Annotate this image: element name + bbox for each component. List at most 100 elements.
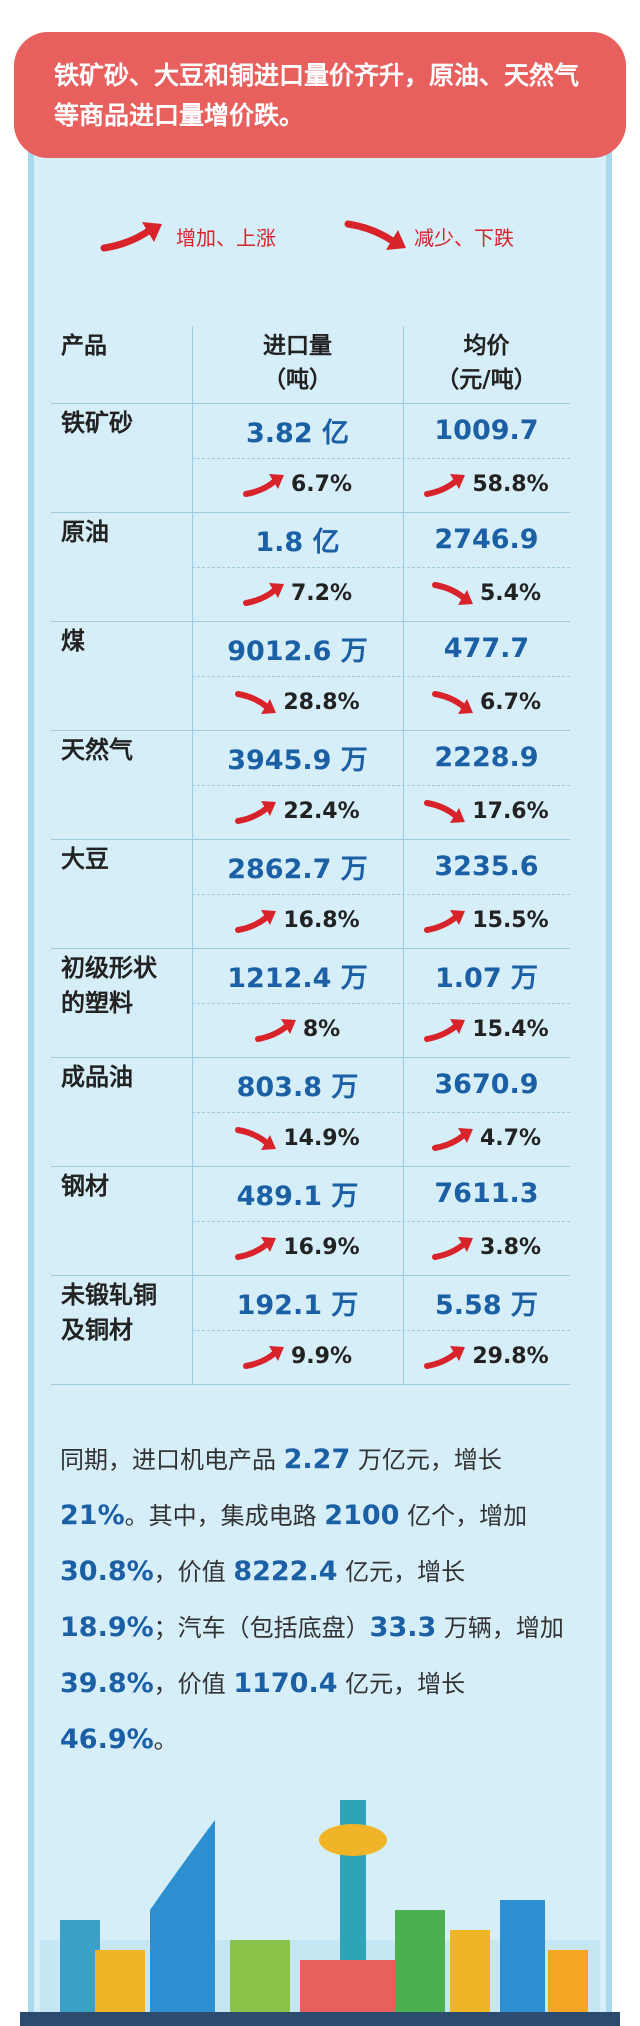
change-text: 17.6% <box>472 799 549 825</box>
trend-arrow <box>235 1126 277 1150</box>
name-line: 未锻轧铜 <box>61 1281 157 1309</box>
price-value: 5.58 万 <box>434 1289 539 1321</box>
volume-value: 1212.4 万 <box>227 962 368 994</box>
down-arrow-icon <box>344 220 406 250</box>
trend-arrow <box>424 473 466 497</box>
highlight: 33.3 <box>369 1612 437 1643</box>
change-text: 6.7% <box>479 690 541 716</box>
trend-arrow <box>424 1345 466 1369</box>
volume-change: 9.9% <box>192 1330 403 1385</box>
trend-arrow <box>254 1018 296 1042</box>
name-line: 煤 <box>61 627 85 655</box>
legend-up: 增加、上涨 <box>176 226 276 250</box>
price-change: 5.4% <box>403 567 570 622</box>
row-divider <box>51 621 570 622</box>
price-change: 3.8% <box>403 1221 570 1276</box>
product-name: 原油 <box>51 512 192 621</box>
row-divider <box>51 1384 570 1385</box>
row-divider <box>51 512 570 513</box>
volume-change: 8% <box>192 1003 403 1058</box>
header-line: （元/吨） <box>436 367 537 393</box>
change-text: 3.8% <box>479 1235 541 1261</box>
sub-divider <box>192 784 570 786</box>
volume-value: 192.1 万 <box>236 1289 359 1321</box>
text-run: 亿元，增长 <box>337 1558 466 1586</box>
price-value: 1009.7 <box>434 414 539 446</box>
up-arrow-icon <box>100 222 162 252</box>
volume-value: 3.82 亿 <box>245 417 350 449</box>
product-name: 大豆 <box>51 839 192 948</box>
highlight: 21% <box>60 1500 125 1531</box>
name-line: 初级形状 <box>61 954 157 982</box>
name-line: 钢材 <box>61 1172 109 1200</box>
price-change: 17.6% <box>403 785 570 840</box>
row-divider <box>51 948 570 949</box>
text-run: 亿元，增长 <box>337 1670 466 1698</box>
sub-divider <box>192 457 570 459</box>
text-run: 同期，进口机电产品 <box>60 1446 284 1474</box>
change-text: 28.8% <box>283 690 360 716</box>
trend-arrow <box>242 473 284 497</box>
price-value: 3670.9 <box>434 1068 539 1100</box>
text-run: ，价值 <box>153 1558 234 1586</box>
paragraph: 同期，进口机电产品 2.27 万亿元，增长 21%。其中，集成电路 2100 亿… <box>60 1432 585 1768</box>
sub-divider <box>192 893 570 895</box>
change-text: 58.8% <box>472 472 549 498</box>
sub-divider <box>192 1111 570 1113</box>
text-run: 。其中，集成电路 <box>124 1502 325 1530</box>
row-divider <box>51 403 570 404</box>
text-run: 万亿元，增长 <box>350 1446 502 1474</box>
trend-arrow <box>431 1236 473 1260</box>
text-run: ，价值 <box>153 1670 234 1698</box>
price-value: 7611.3 <box>434 1177 539 1209</box>
highlight: 46.9% <box>60 1724 154 1755</box>
volume-change: 16.9% <box>192 1221 403 1276</box>
trend-arrow <box>242 582 284 606</box>
skyline <box>20 1800 620 2026</box>
row-divider <box>51 730 570 731</box>
sub-divider <box>192 1220 570 1222</box>
column-header: 均价 （元/吨） <box>403 326 570 403</box>
sub-divider <box>192 675 570 677</box>
trend-arrow <box>424 909 466 933</box>
volume-change: 28.8% <box>192 676 403 731</box>
product-name: 铁矿砂 <box>51 403 192 512</box>
text-run: 万辆，增加 <box>436 1614 564 1642</box>
name-line: 天然气 <box>61 736 133 764</box>
row-divider <box>51 1166 570 1167</box>
volume-value: 9012.6 万 <box>227 635 368 667</box>
trend-arrow <box>235 1236 277 1260</box>
header-line: 产品 <box>61 333 107 359</box>
highlight: 8222.4 <box>233 1556 338 1587</box>
price-value: 1.07 万 <box>434 962 539 994</box>
sub-divider <box>192 566 570 568</box>
trend-arrow <box>431 581 473 605</box>
text-run: 。 <box>153 1726 178 1754</box>
trend-arrow <box>235 909 277 933</box>
trend-arrow <box>235 800 277 824</box>
trend-arrow <box>424 799 466 823</box>
highlight: 39.8% <box>60 1668 154 1699</box>
sub-divider <box>192 1329 570 1331</box>
name-line: 的塑料 <box>61 989 133 1017</box>
panel <box>28 90 612 2026</box>
name-line: 成品油 <box>61 1063 133 1091</box>
header-line: 进口量 <box>263 333 332 359</box>
price-change: 6.7% <box>403 676 570 731</box>
trend-arrow <box>431 690 473 714</box>
trend-arrow <box>431 1127 473 1151</box>
sub-divider <box>192 1002 570 1004</box>
change-text: 14.9% <box>283 1126 360 1152</box>
column-divider <box>192 326 193 1384</box>
volume-value: 3945.9 万 <box>227 744 368 776</box>
volume-change: 14.9% <box>192 1112 403 1167</box>
change-text: 6.7% <box>290 472 352 498</box>
price-change: 15.4% <box>403 1003 570 1058</box>
header-line: （吨） <box>263 367 332 393</box>
change-text: 5.4% <box>479 581 541 607</box>
volume-change: 16.8% <box>192 894 403 949</box>
volume-value: 803.8 万 <box>236 1071 359 1103</box>
row-divider <box>51 1275 570 1276</box>
product-name: 未锻轧铜 及铜材 <box>51 1275 192 1384</box>
